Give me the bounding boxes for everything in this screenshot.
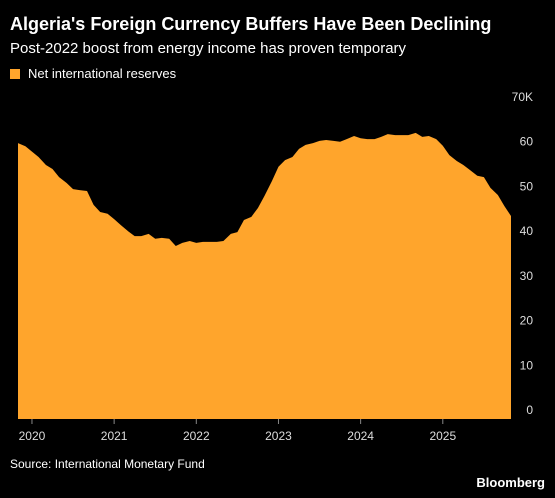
brand: Bloomberg bbox=[476, 475, 545, 490]
chart-subtitle: Post-2022 boost from energy income has p… bbox=[10, 40, 407, 57]
y-tick-label: 70K bbox=[512, 90, 533, 104]
area bbox=[18, 132, 511, 420]
x-tick-label: 2025 bbox=[429, 429, 456, 443]
chart-title: Algeria's Foreign Currency Buffers Have … bbox=[10, 14, 491, 34]
x-tick-label: 2020 bbox=[19, 429, 46, 443]
source: Source: International Monetary Fund bbox=[10, 457, 205, 471]
y-tick-label: 60 bbox=[520, 135, 534, 149]
x-tick-label: 2024 bbox=[347, 429, 374, 443]
y-tick-label: 50 bbox=[520, 179, 534, 193]
x-tick-label: 2022 bbox=[183, 429, 210, 443]
y-tick-label: 40 bbox=[520, 224, 534, 238]
x-tick-label: 2023 bbox=[265, 429, 292, 443]
y-tick-label: 30 bbox=[520, 269, 534, 283]
y-tick-label: 10 bbox=[520, 358, 534, 372]
legend-label: Net international reserves bbox=[28, 66, 177, 81]
legend-swatch bbox=[10, 69, 20, 79]
y-tick-label: 20 bbox=[520, 314, 534, 328]
x-tick-label: 2021 bbox=[101, 429, 128, 443]
y-tick-label: 0 bbox=[526, 403, 533, 417]
